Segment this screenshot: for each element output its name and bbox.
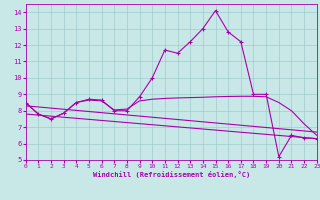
X-axis label: Windchill (Refroidissement éolien,°C): Windchill (Refroidissement éolien,°C) bbox=[92, 171, 250, 178]
